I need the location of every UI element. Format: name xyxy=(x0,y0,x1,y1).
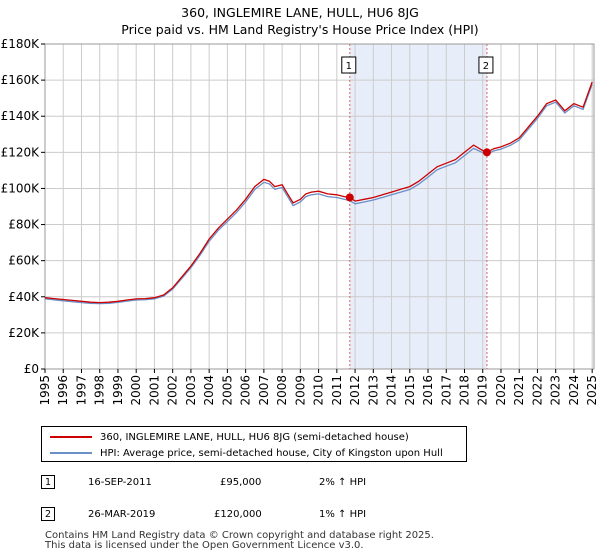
property-series-line xyxy=(44,81,593,304)
x-tick-label: 2025 xyxy=(585,375,599,406)
sale-price: £95,000 xyxy=(220,476,262,488)
legend-hpi-swatch xyxy=(50,452,92,454)
x-tick-label: 2009 xyxy=(293,375,307,406)
sale-badge: 1 xyxy=(41,475,55,489)
y-tick-label: £80K xyxy=(8,218,40,232)
y-tick-label: £140K xyxy=(1,109,41,123)
x-tick-label: 2013 xyxy=(366,375,380,406)
price-chart: £0 £20K £40K £60K £80K £100K £120K £140K £160K £1… xyxy=(1,37,600,406)
y-tick-label: £40K xyxy=(8,290,40,304)
x-tick-label: 2001 xyxy=(147,375,161,406)
x-tick-label: 2003 xyxy=(184,375,198,406)
sale-point xyxy=(345,193,354,202)
hpi-series-line xyxy=(44,83,593,305)
x-tick-label: 2017 xyxy=(439,375,453,406)
plot-frame xyxy=(44,43,595,370)
x-tick-label: 2011 xyxy=(330,375,344,406)
x-tick-label: 2023 xyxy=(549,375,563,406)
y-tick-label: £120K xyxy=(1,145,41,159)
footer-attribution: Contains HM Land Registry data © Crown c… xyxy=(45,531,434,551)
y-tick-label: £160K xyxy=(1,73,41,87)
x-tick-label: 2012 xyxy=(348,375,362,406)
sale-points xyxy=(345,148,491,202)
x-tick-label: 1995 xyxy=(38,375,52,406)
footer-line-2: This data is licensed under the Open Gov… xyxy=(45,540,364,551)
axis-ticks: £0 £20K £40K £60K £80K £100K £120K £140K £160K £1… xyxy=(1,37,600,406)
x-tick-label: 2014 xyxy=(385,375,399,406)
y-tick-label: £180K xyxy=(1,37,41,51)
chart-title: 360, INGLEMIRE LANE, HULL, HU6 8JG xyxy=(181,5,419,20)
x-tick-label: 2018 xyxy=(458,375,472,406)
chart-legend: 360, INGLEMIRE LANE, HULL, HU6 8JG (semi… xyxy=(41,426,467,462)
legend-property-label: 360, INGLEMIRE LANE, HULL, HU6 8JG (semi… xyxy=(100,431,409,443)
sale-hpi-change: 2% ↑ HPI xyxy=(319,476,367,488)
x-tick-label: 2007 xyxy=(257,375,271,406)
x-tick-label: 2006 xyxy=(239,375,253,406)
y-tick-label: £0 xyxy=(24,362,39,376)
footer-line-1: Contains HM Land Registry data © Crown c… xyxy=(45,530,434,541)
x-tick-label: 2019 xyxy=(476,375,490,406)
legend-item-property: 360, INGLEMIRE LANE, HULL, HU6 8JG (semi… xyxy=(50,430,409,444)
x-tick-label: 2004 xyxy=(202,375,216,406)
sale-row: 2 26-MAR-2019 £120,000 1% ↑ HPI xyxy=(41,506,366,522)
x-tick-label: 1997 xyxy=(74,375,88,406)
y-tick-label: £60K xyxy=(8,254,40,268)
sale-point xyxy=(482,148,491,157)
x-tick-label: 2000 xyxy=(129,375,143,406)
grid-lines xyxy=(44,43,594,370)
legend-property-swatch xyxy=(50,436,92,438)
sale-hpi-change: 1% ↑ HPI xyxy=(319,508,367,520)
x-tick-label: 2015 xyxy=(403,375,417,406)
x-tick-label: 2016 xyxy=(421,375,435,406)
x-tick-label: 1998 xyxy=(93,375,107,406)
x-tick-label: 1996 xyxy=(56,375,70,406)
x-tick-label: 2010 xyxy=(312,375,326,406)
x-tick-label: 2022 xyxy=(530,375,544,406)
x-tick-label: 2021 xyxy=(512,375,526,406)
chart-subtitle: Price paid vs. HM Land Registry's House … xyxy=(121,22,479,37)
legend-item-hpi: HPI: Average price, semi-detached house,… xyxy=(50,446,443,460)
sale-marker-box xyxy=(478,56,494,74)
sale-date: 16-SEP-2011 xyxy=(88,476,152,488)
sale-date: 26-MAR-2019 xyxy=(88,508,156,520)
x-tick-label: 2020 xyxy=(494,375,508,406)
sale-price: £120,000 xyxy=(214,508,262,520)
x-tick-label: 2008 xyxy=(275,375,289,406)
y-tick-label: £20K xyxy=(8,326,40,340)
sale-marker-box xyxy=(341,56,357,74)
sale-badge: 2 xyxy=(41,507,55,521)
sale-marker-label: 1 xyxy=(346,61,352,72)
x-tick-label: 2024 xyxy=(567,375,581,406)
x-tick-label: 1999 xyxy=(111,375,125,406)
legend-hpi-label: HPI: Average price, semi-detached house,… xyxy=(100,447,443,459)
sale-marker-label: 2 xyxy=(483,61,489,72)
x-tick-label: 2002 xyxy=(166,375,180,406)
y-tick-label: £100K xyxy=(1,181,41,195)
sale-period-shade xyxy=(349,44,487,369)
sale-row: 1 16-SEP-2011 £95,000 2% ↑ HPI xyxy=(41,474,366,490)
x-tick-label: 2005 xyxy=(220,375,234,406)
